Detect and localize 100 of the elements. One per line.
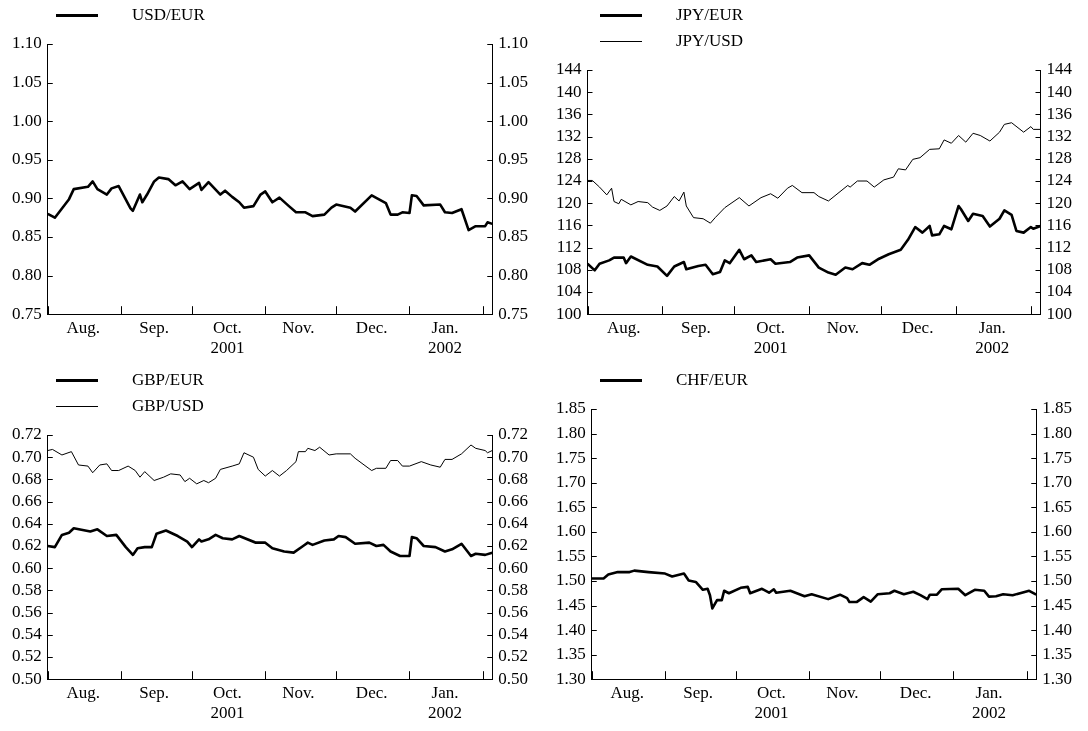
y2-tick-label: 116 bbox=[1046, 214, 1072, 234]
y2-tick-label: 0.80 bbox=[498, 265, 528, 285]
y2-tick-label: 1.50 bbox=[1042, 570, 1072, 590]
y-tick-label: 0.95 bbox=[12, 149, 42, 169]
y2-tick-label: 1.30 bbox=[1042, 668, 1072, 688]
y2-tick-label: 0.64 bbox=[498, 513, 529, 533]
y-tick-label: 1.65 bbox=[556, 496, 586, 516]
y2-tick-label: 0.90 bbox=[498, 187, 528, 207]
y2-tick-label: 1.55 bbox=[1042, 545, 1072, 565]
y2-tick-label: 1.85 bbox=[1042, 398, 1072, 418]
y2-tick-label: 108 bbox=[1046, 259, 1072, 279]
x-tick-label: Nov. bbox=[826, 682, 859, 702]
y2-tick-label: 1.65 bbox=[1042, 496, 1072, 516]
y-tick-label: 124 bbox=[556, 170, 582, 190]
x-tick-label: Oct. 2001 bbox=[210, 682, 245, 723]
y-tick-label: 0.50 bbox=[12, 668, 42, 688]
x-tick-label: Sep. bbox=[683, 682, 714, 702]
y2-tick-label: 1.00 bbox=[498, 110, 528, 130]
x-tick-label: Dec. bbox=[901, 317, 934, 337]
y2-tick-label: 0.62 bbox=[498, 535, 528, 555]
x-tick-label: Aug. bbox=[610, 682, 644, 702]
x-tick-label: Nov. bbox=[282, 317, 315, 337]
y-tick-label: 0.56 bbox=[12, 602, 42, 622]
y-tick-label: 116 bbox=[556, 214, 582, 234]
x-tick-label: Aug. bbox=[66, 682, 100, 702]
x-tick-label: Jan. 2002 bbox=[975, 317, 1010, 358]
y-tick-label: 0.70 bbox=[12, 446, 42, 466]
x-tick-label: Sep. bbox=[681, 317, 711, 337]
y2-tick-label: 1.40 bbox=[1042, 619, 1072, 639]
y-tick-label: 1.05 bbox=[12, 72, 42, 92]
legend-label: JPY/EUR bbox=[676, 4, 744, 26]
y2-tick-label: 1.10 bbox=[498, 33, 528, 53]
y2-tick-label: 132 bbox=[1046, 126, 1072, 146]
y2-tick-label: 0.60 bbox=[498, 557, 528, 577]
y2-tick-label: 1.35 bbox=[1042, 644, 1072, 664]
y2-tick-label: 136 bbox=[1046, 103, 1072, 123]
y2-tick-label: 140 bbox=[1046, 81, 1072, 101]
y2-tick-label: 1.80 bbox=[1042, 423, 1072, 443]
y-tick-label: 1.45 bbox=[556, 594, 586, 614]
y-tick-label: 120 bbox=[556, 192, 582, 212]
y-tick-label: 1.55 bbox=[556, 545, 586, 565]
y-tick-label: 0.80 bbox=[12, 265, 42, 285]
y-tick-label: 0.85 bbox=[12, 226, 42, 246]
y-tick-label: 0.66 bbox=[12, 491, 42, 511]
y-tick-label: 1.80 bbox=[556, 423, 586, 443]
x-tick-label: Oct. 2001 bbox=[210, 317, 245, 358]
y-tick-label: 128 bbox=[556, 148, 582, 168]
legend-label: JPY/USD bbox=[676, 30, 744, 52]
x-tick-label: Aug. bbox=[606, 317, 641, 337]
x-tick-label: Oct. 2001 bbox=[753, 317, 788, 358]
y2-tick-label: 0.72 bbox=[498, 424, 528, 444]
y2-tick-label: 0.50 bbox=[498, 668, 528, 688]
y-tick-label: 132 bbox=[556, 126, 582, 146]
x-tick-label: Dec. bbox=[899, 682, 932, 702]
y-tick-label: 0.62 bbox=[12, 535, 42, 555]
y2-tick-label: 144 bbox=[1046, 59, 1073, 79]
y2-tick-label: 104 bbox=[1046, 281, 1073, 301]
y2-tick-label: 0.66 bbox=[498, 491, 528, 511]
y-tick-label: 1.35 bbox=[556, 644, 586, 664]
y2-tick-label: 0.75 bbox=[498, 303, 528, 323]
y-tick-label: 0.90 bbox=[12, 187, 42, 207]
y-tick-label: 1.85 bbox=[556, 398, 586, 418]
x-tick-label: Oct. 2001 bbox=[754, 682, 789, 723]
y2-tick-label: 0.52 bbox=[498, 646, 528, 666]
y2-tick-label: 0.54 bbox=[498, 624, 529, 644]
y2-tick-label: 120 bbox=[1046, 192, 1072, 212]
y-tick-label: 1.40 bbox=[556, 619, 586, 639]
y-tick-label: 136 bbox=[556, 103, 582, 123]
y-tick-label: 1.70 bbox=[556, 472, 586, 492]
y-tick-label: 104 bbox=[556, 281, 582, 301]
y-tick-label: 0.52 bbox=[12, 646, 42, 666]
y2-tick-label: 1.75 bbox=[1042, 447, 1072, 467]
legend-label: CHF/EUR bbox=[676, 369, 748, 391]
y-tick-label: 108 bbox=[556, 259, 582, 279]
y2-tick-label: 0.68 bbox=[498, 468, 528, 488]
y-tick-label: 140 bbox=[556, 81, 582, 101]
y-tick-label: 0.72 bbox=[12, 424, 42, 444]
x-tick-label: Aug. bbox=[66, 317, 100, 337]
x-tick-label: Jan. 2002 bbox=[427, 682, 462, 723]
x-tick-label: Dec. bbox=[355, 682, 388, 702]
y2-tick-label: 124 bbox=[1046, 170, 1073, 190]
y-tick-label: 1.30 bbox=[556, 668, 586, 688]
y2-tick-label: 0.95 bbox=[498, 149, 528, 169]
y-tick-label: 1.10 bbox=[12, 33, 42, 53]
x-tick-label: Jan. 2002 bbox=[971, 682, 1006, 723]
x-tick-label: Sep. bbox=[139, 317, 170, 337]
y2-tick-label: 0.56 bbox=[498, 602, 528, 622]
y2-tick-label: 128 bbox=[1046, 148, 1072, 168]
x-tick-label: Nov. bbox=[826, 317, 860, 337]
y-tick-label: 0.64 bbox=[12, 513, 43, 533]
y-tick-label: 100 bbox=[556, 303, 582, 323]
y-tick-label: 1.75 bbox=[556, 447, 586, 467]
y-tick-label: 1.50 bbox=[556, 570, 586, 590]
x-tick-label: Nov. bbox=[282, 682, 315, 702]
y-tick-label: 0.75 bbox=[12, 303, 42, 323]
y-tick-label: 1.60 bbox=[556, 521, 586, 541]
legend-label: USD/EUR bbox=[132, 4, 205, 26]
y-tick-label: 1.00 bbox=[12, 110, 42, 130]
x-tick-label: Sep. bbox=[139, 682, 170, 702]
x-tick-label: Dec. bbox=[355, 317, 388, 337]
